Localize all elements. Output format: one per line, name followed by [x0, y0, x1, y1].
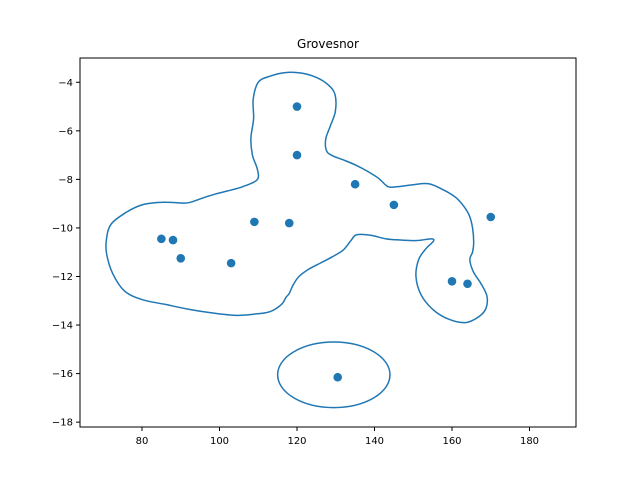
scatter-point-13	[463, 279, 472, 289]
y-tick-label: −8	[58, 175, 73, 186]
y-tick-label: −12	[52, 272, 73, 283]
outline-curve-lower	[276, 341, 391, 409]
y-tick-label: −10	[52, 223, 73, 234]
x-tick-label: 180	[520, 436, 539, 447]
plot-layer	[105, 71, 496, 409]
scatter-point-7	[284, 218, 294, 228]
outline-curve-1	[105, 71, 489, 324]
scatter-point-4	[389, 200, 399, 210]
scatter-point-9	[168, 235, 178, 245]
x-tick-label: 120	[287, 436, 306, 447]
y-tick-label: −14	[52, 321, 73, 332]
y-tick-label: −16	[52, 369, 73, 380]
scatter-point-8	[157, 234, 166, 244]
scatter-point-2	[292, 150, 302, 160]
scatter-point-11	[226, 258, 236, 268]
x-tick-label: 80	[136, 436, 149, 447]
y-tick-label: −4	[58, 78, 73, 89]
plot-frame	[79, 57, 577, 428]
scatter-point-5	[486, 212, 496, 222]
chart-title: Grovesnor	[297, 37, 359, 51]
scatter-point-1	[292, 102, 302, 111]
x-tick-label: 100	[210, 436, 229, 447]
x-axis: 80 100 120 140 160 180	[136, 427, 539, 447]
y-tick-label: −18	[52, 418, 73, 429]
x-tick-label: 140	[365, 436, 384, 447]
scatter-point-3	[350, 179, 360, 189]
scatter-point-12	[447, 277, 457, 286]
x-tick-label: 160	[442, 436, 461, 447]
y-tick-label: −6	[58, 126, 73, 137]
scatter-point-6	[250, 217, 259, 227]
y-axis: −4 −6 −8 −10 −12 −14 −16 −18	[52, 78, 80, 429]
scatter-point-10	[176, 253, 186, 263]
scatter-point-14	[333, 372, 342, 382]
